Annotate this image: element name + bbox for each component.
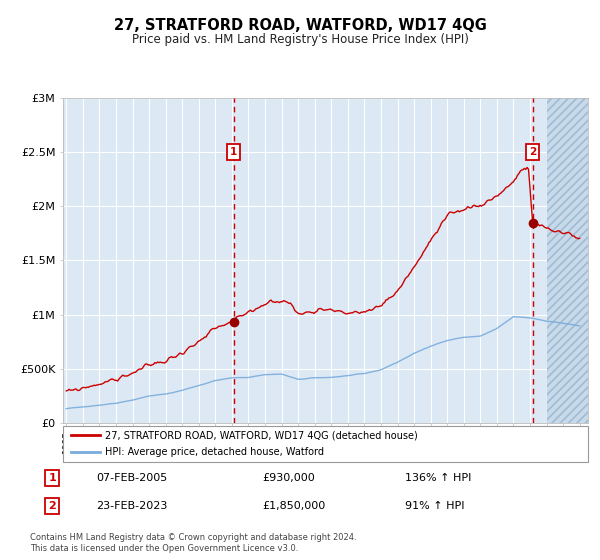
Text: 1: 1 bbox=[230, 147, 237, 157]
Text: 27, STRATFORD ROAD, WATFORD, WD17 4QG: 27, STRATFORD ROAD, WATFORD, WD17 4QG bbox=[113, 18, 487, 32]
Bar bbox=[547, 98, 588, 423]
Text: 91% ↑ HPI: 91% ↑ HPI bbox=[406, 501, 465, 511]
Text: £930,000: £930,000 bbox=[262, 473, 314, 483]
Text: 2: 2 bbox=[48, 501, 56, 511]
Text: 136% ↑ HPI: 136% ↑ HPI bbox=[406, 473, 472, 483]
Text: Contains HM Land Registry data © Crown copyright and database right 2024.
This d: Contains HM Land Registry data © Crown c… bbox=[30, 534, 356, 553]
Text: 1: 1 bbox=[48, 473, 56, 483]
Text: HPI: Average price, detached house, Watford: HPI: Average price, detached house, Watf… bbox=[105, 447, 324, 457]
Text: Price paid vs. HM Land Registry's House Price Index (HPI): Price paid vs. HM Land Registry's House … bbox=[131, 32, 469, 46]
Text: 2: 2 bbox=[529, 147, 536, 157]
Text: 07-FEB-2005: 07-FEB-2005 bbox=[96, 473, 167, 483]
Text: 23-FEB-2023: 23-FEB-2023 bbox=[96, 501, 167, 511]
Bar bbox=[547, 98, 588, 423]
FancyBboxPatch shape bbox=[63, 426, 588, 462]
Text: 27, STRATFORD ROAD, WATFORD, WD17 4QG (detached house): 27, STRATFORD ROAD, WATFORD, WD17 4QG (d… bbox=[105, 431, 418, 440]
Text: £1,850,000: £1,850,000 bbox=[262, 501, 325, 511]
